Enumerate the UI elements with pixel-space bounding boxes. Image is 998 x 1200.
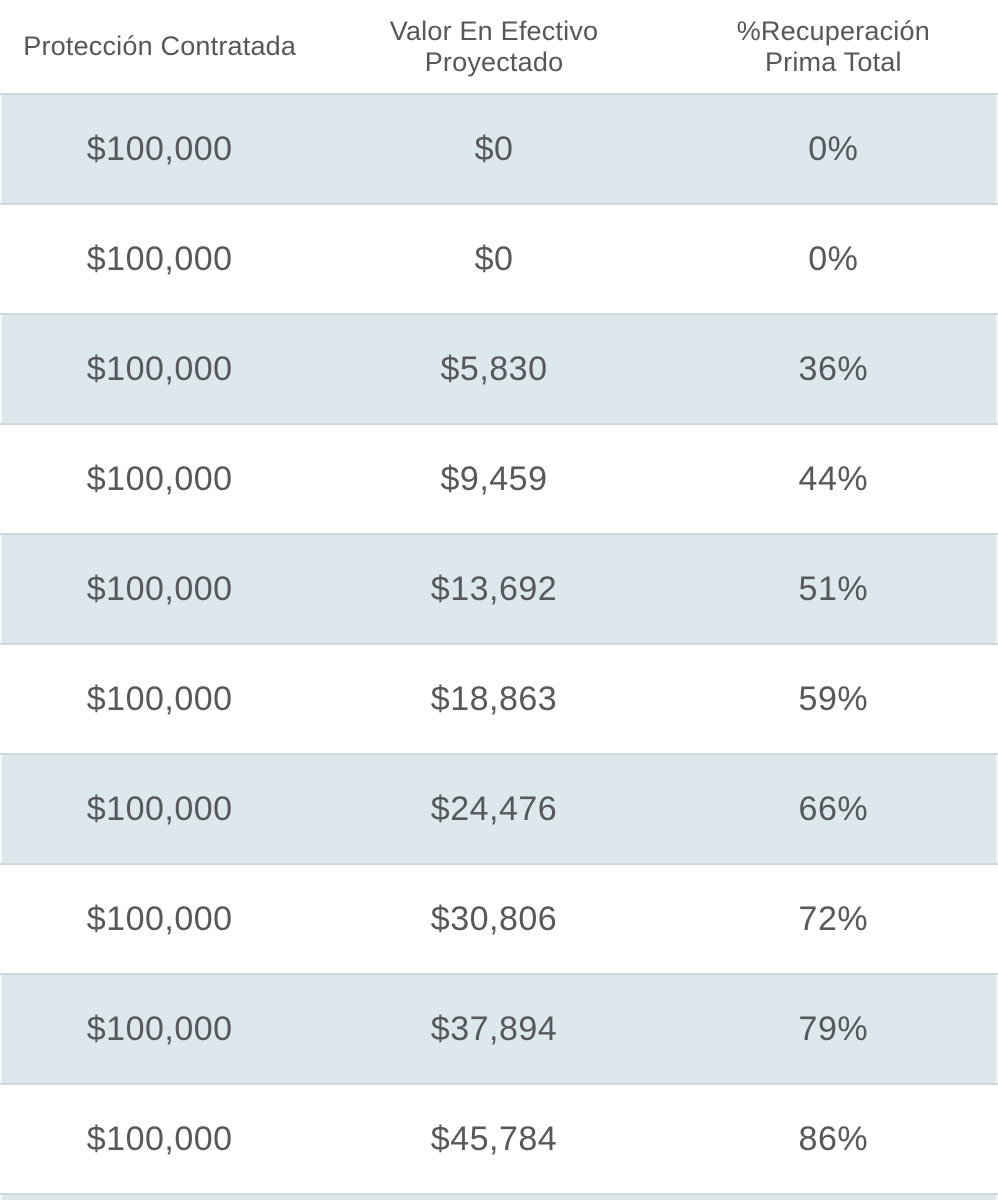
cell-recuperacion-prima: 0%	[808, 239, 859, 278]
table-row: $100,000 $37,894 79%	[0, 973, 998, 1083]
table-row: $100,000 $5,830 36%	[0, 313, 998, 423]
cell-valor-en-efectivo: $0	[474, 239, 514, 278]
cell-proteccion-contratada: $100,000	[86, 1009, 233, 1048]
table-row: $100,000 $30,806 72%	[0, 863, 998, 973]
column-header-label-line2: Proyectado	[424, 46, 564, 77]
cell-valor-en-efectivo: $5,830	[440, 349, 548, 388]
table-row: $100,000 $0 0%	[0, 93, 998, 203]
table-row: $100,000 $45,784 86%	[0, 1083, 998, 1193]
cell-valor-en-efectivo: $37,894	[430, 1009, 558, 1048]
column-header-label-line2: Prima Total	[764, 46, 902, 77]
cell-proteccion-contratada: $100,000	[86, 569, 233, 608]
column-header-proteccion-contratada: Protección Contratada	[0, 31, 319, 62]
cell-proteccion-contratada: $100,000	[86, 789, 233, 828]
cell-valor-en-efectivo: $45,784	[430, 1119, 558, 1158]
cell-recuperacion-prima: 86%	[798, 1119, 869, 1158]
cell-recuperacion-prima: 44%	[798, 459, 869, 498]
cell-recuperacion-prima: 66%	[798, 789, 869, 828]
cell-proteccion-contratada: $100,000	[86, 899, 233, 938]
table-row: $100,000 $18,863 59%	[0, 643, 998, 753]
cell-proteccion-contratada: $100,000	[86, 679, 233, 718]
cell-proteccion-contratada: $100,000	[86, 239, 233, 278]
column-header-label-line1: Valor En Efectivo	[389, 15, 599, 46]
cell-proteccion-contratada: $100,000	[86, 129, 233, 168]
table-row: $100,000 $0 0%	[0, 203, 998, 313]
cell-recuperacion-prima: 36%	[798, 349, 869, 388]
cell-recuperacion-prima: 51%	[798, 569, 869, 608]
table-row: $100,000 $9,459 44%	[0, 423, 998, 533]
cell-valor-en-efectivo: $24,476	[430, 789, 558, 828]
cell-valor-en-efectivo: $9,459	[440, 459, 548, 498]
cell-proteccion-contratada: $100,000	[86, 1119, 233, 1158]
cell-valor-en-efectivo: $30,806	[430, 899, 558, 938]
table-row: $100,000 $13,692 51%	[0, 533, 998, 643]
table-header-row: Protección Contratada Valor En Efectivo …	[0, 0, 998, 93]
column-header-label: Protección Contratada	[23, 31, 297, 61]
cell-valor-en-efectivo: $18,863	[430, 679, 558, 718]
cell-recuperacion-prima: 79%	[798, 1009, 869, 1048]
cell-proteccion-contratada: $100,000	[86, 349, 233, 388]
cell-recuperacion-prima: 72%	[798, 899, 869, 938]
column-header-label-line1: %Recuperación	[736, 15, 930, 46]
cell-proteccion-contratada: $100,000	[86, 459, 233, 498]
column-header-recuperacion-prima: %Recuperación Prima Total	[669, 16, 998, 78]
cell-valor-en-efectivo: $13,692	[430, 569, 558, 608]
column-header-valor-en-efectivo: Valor En Efectivo Proyectado	[319, 16, 668, 78]
cell-valor-en-efectivo: $0	[474, 129, 514, 168]
cell-recuperacion-prima: 59%	[798, 679, 869, 718]
next-row-partial-sliver	[0, 1193, 998, 1200]
cell-recuperacion-prima: 0%	[808, 129, 859, 168]
table-row: $100,000 $24,476 66%	[0, 753, 998, 863]
